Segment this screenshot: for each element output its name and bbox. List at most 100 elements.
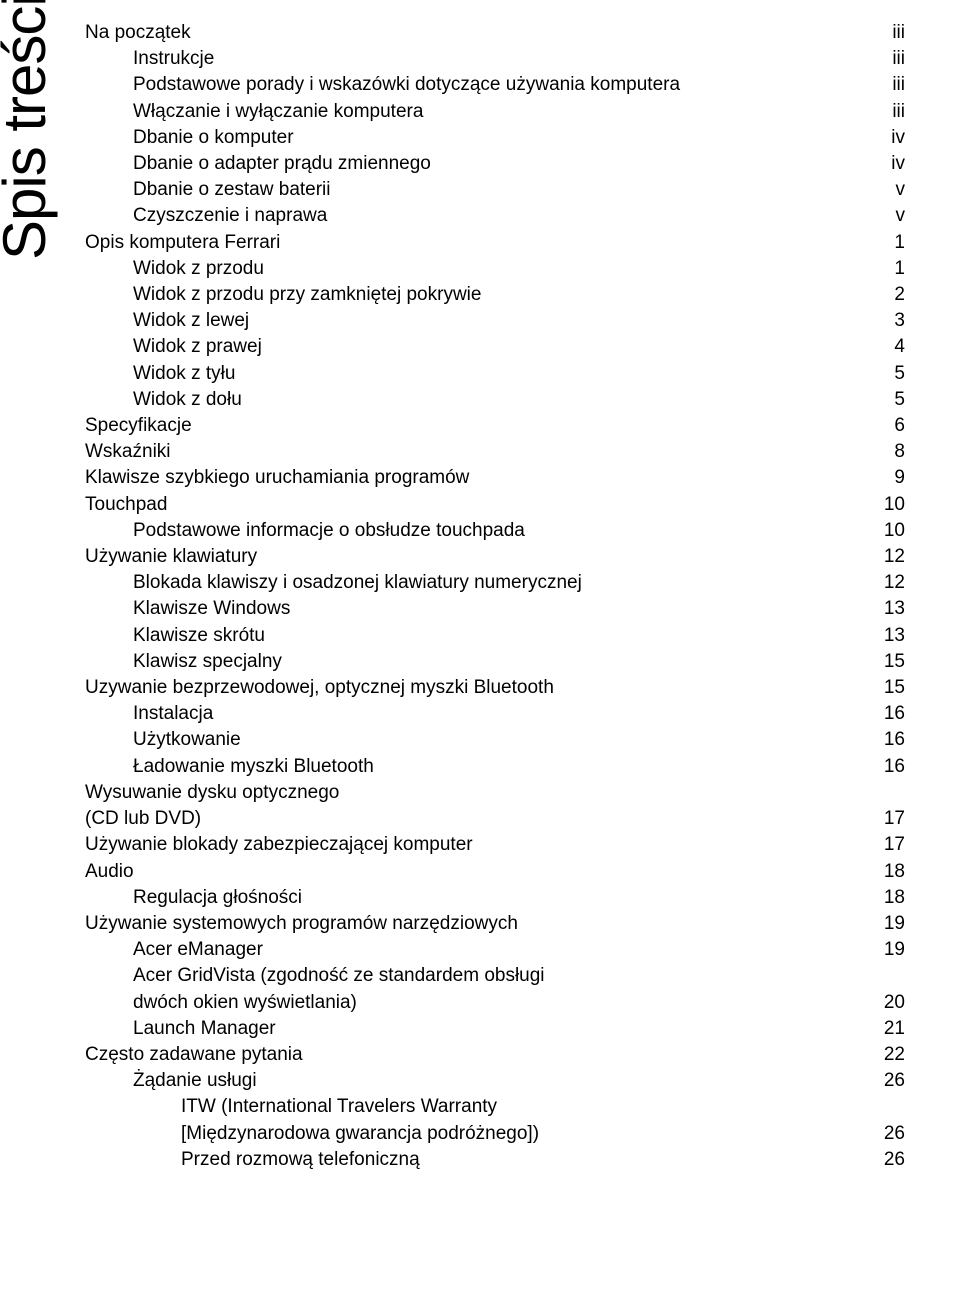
toc-page-number: iii	[865, 99, 905, 125]
toc-row: Widok z dołu5	[85, 387, 905, 413]
toc-label: Widok z lewej	[133, 308, 865, 334]
toc-label: Dbanie o adapter prądu zmiennego	[133, 151, 865, 177]
toc-row: Widok z przodu przy zamkniętej pokrywie2	[85, 282, 905, 308]
toc-page-number: iii	[865, 46, 905, 72]
toc-label: Widok z przodu przy zamkniętej pokrywie	[133, 282, 865, 308]
toc-label: Widok z prawej	[133, 334, 865, 360]
toc-page-number: 15	[865, 649, 905, 675]
toc-label: Widok z dołu	[133, 387, 865, 413]
toc-row: Ładowanie myszki Bluetooth16	[85, 754, 905, 780]
toc-row: Widok z tyłu5	[85, 361, 905, 387]
toc-row: Podstawowe informacje o obsłudze touchpa…	[85, 518, 905, 544]
toc-row: Klawisze szybkiego uruchamiania programó…	[85, 465, 905, 491]
toc-page-number: 26	[865, 1147, 905, 1173]
toc-page-number: 15	[865, 675, 905, 701]
toc-row: Widok z lewej3	[85, 308, 905, 334]
toc-label: Audio	[85, 859, 865, 885]
toc-page-number: v	[865, 177, 905, 203]
toc-row: Specyfikacje6	[85, 413, 905, 439]
toc-label: Ładowanie myszki Bluetooth	[133, 754, 865, 780]
toc-row: Wysuwanie dysku optycznego	[85, 780, 905, 806]
document-page: Spis treści Na początekiiiInstrukcjeiiiP…	[0, 0, 960, 1308]
toc-page-number: 2	[865, 282, 905, 308]
toc-page-number: 26	[865, 1068, 905, 1094]
toc-row: Acer eManager19	[85, 937, 905, 963]
toc-page-number: 3	[865, 308, 905, 334]
toc-row: Dbanie o komputeriv	[85, 125, 905, 151]
toc-row: Widok z przodu1	[85, 256, 905, 282]
toc-label: ITW (International Travelers Warranty	[181, 1094, 865, 1120]
toc-label: Regulacja głośności	[133, 885, 865, 911]
toc-page-number: 20	[865, 990, 905, 1016]
toc-page-number: 9	[865, 465, 905, 491]
toc-row: Klawisz specjalny15	[85, 649, 905, 675]
toc-label: Instrukcje	[133, 46, 865, 72]
toc-page-number: 18	[865, 859, 905, 885]
toc-label: [Międzynarodowa gwarancja podróżnego])	[181, 1121, 865, 1147]
toc-label: Blokada klawiszy i osadzonej klawiatury …	[133, 570, 865, 596]
toc-label: Często zadawane pytania	[85, 1042, 865, 1068]
toc-row: Regulacja głośności18	[85, 885, 905, 911]
toc-row: Dbanie o zestaw bateriiv	[85, 177, 905, 203]
toc-page-number: 10	[865, 518, 905, 544]
toc-row: Instrukcjeiii	[85, 46, 905, 72]
toc-row: [Międzynarodowa gwarancja podróżnego])26	[85, 1121, 905, 1147]
toc-label: Na początek	[85, 20, 865, 46]
toc-page-number: 13	[865, 596, 905, 622]
toc-row: Używanie systemowych programów narzędzio…	[85, 911, 905, 937]
toc-label: Dbanie o komputer	[133, 125, 865, 151]
vertical-title: Spis treści	[0, 0, 59, 260]
toc-label: Acer eManager	[133, 937, 865, 963]
toc-page-number: iii	[865, 72, 905, 98]
toc-row: Czyszczenie i naprawav	[85, 203, 905, 229]
toc-label: Klawisz specjalny	[133, 649, 865, 675]
toc-label: Touchpad	[85, 492, 865, 518]
toc-row: Używanie klawiatury12	[85, 544, 905, 570]
toc-row: Launch Manager21	[85, 1016, 905, 1042]
toc-label: Launch Manager	[133, 1016, 865, 1042]
toc-row: Wskaźniki8	[85, 439, 905, 465]
toc-row: Klawisze skrótu13	[85, 623, 905, 649]
toc-label: Klawisze skrótu	[133, 623, 865, 649]
toc-row: Audio18	[85, 859, 905, 885]
toc-label: Włączanie i wyłączanie komputera	[133, 99, 865, 125]
toc-page-number: 8	[865, 439, 905, 465]
toc-label: Użytkowanie	[133, 727, 865, 753]
toc-page-number: 16	[865, 727, 905, 753]
toc-row: Dbanie o adapter prądu zmiennegoiv	[85, 151, 905, 177]
toc-page-number: 19	[865, 911, 905, 937]
toc-row: Acer GridVista (zgodność ze standardem o…	[85, 963, 905, 989]
toc-row: Blokada klawiszy i osadzonej klawiatury …	[85, 570, 905, 596]
toc-label: Wysuwanie dysku optycznego	[85, 780, 865, 806]
toc-page-number: 5	[865, 387, 905, 413]
toc-label: dwóch okien wyświetlania)	[133, 990, 865, 1016]
toc-page-number: iv	[865, 125, 905, 151]
toc-page-number: 19	[865, 937, 905, 963]
toc-row: Opis komputera Ferrari1	[85, 230, 905, 256]
toc-row: Często zadawane pytania22	[85, 1042, 905, 1068]
toc-page-number: 5	[865, 361, 905, 387]
toc-row: Podstawowe porady i wskazówki dotyczące …	[85, 72, 905, 98]
toc-page-number: 26	[865, 1121, 905, 1147]
toc-row: ITW (International Travelers Warranty	[85, 1094, 905, 1120]
toc-label: Klawisze Windows	[133, 596, 865, 622]
toc-label: Instalacja	[133, 701, 865, 727]
toc-label: Opis komputera Ferrari	[85, 230, 865, 256]
toc-row: Klawisze Windows13	[85, 596, 905, 622]
toc-row: Żądanie usługi26	[85, 1068, 905, 1094]
toc-page-number: 17	[865, 806, 905, 832]
toc-page-number: 16	[865, 701, 905, 727]
toc-label: Używanie klawiatury	[85, 544, 865, 570]
toc-label: Używanie systemowych programów narzędzio…	[85, 911, 865, 937]
toc-label: Specyfikacje	[85, 413, 865, 439]
table-of-contents: Na początekiiiInstrukcjeiiiPodstawowe po…	[85, 20, 905, 1173]
toc-row: Na początekiii	[85, 20, 905, 46]
toc-page-number: 21	[865, 1016, 905, 1042]
toc-page-number: iii	[865, 20, 905, 46]
toc-page-number: 1	[865, 230, 905, 256]
toc-page-number: 12	[865, 544, 905, 570]
toc-row: dwóch okien wyświetlania)20	[85, 990, 905, 1016]
toc-page-number: 17	[865, 832, 905, 858]
toc-page-number: v	[865, 203, 905, 229]
toc-label: Podstawowe informacje o obsłudze touchpa…	[133, 518, 865, 544]
